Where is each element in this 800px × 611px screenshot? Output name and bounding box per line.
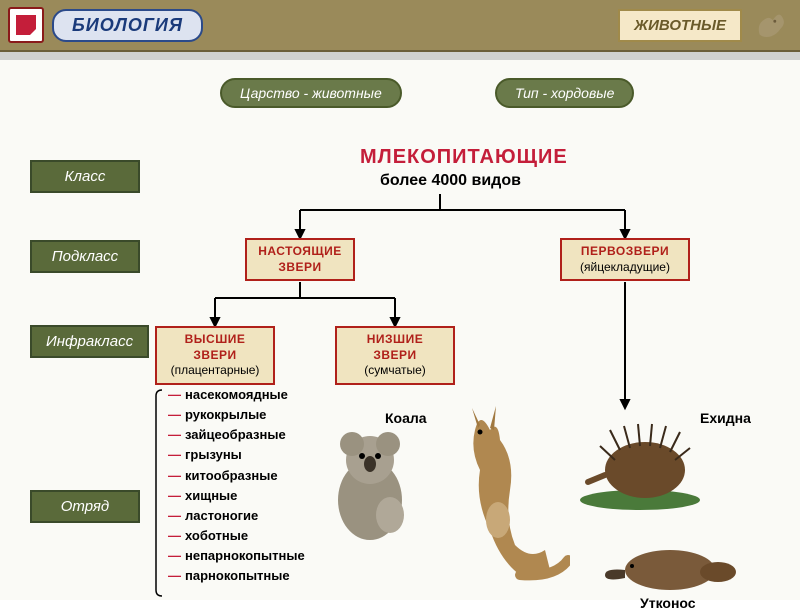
node-higher-l1: ВЫСШИЕ ЗВЕРИ bbox=[165, 332, 265, 363]
node-lower: НИЗШИЕ ЗВЕРИ (сумчатые) bbox=[335, 326, 455, 385]
section-badge[interactable]: ЖИВОТНЫЕ bbox=[618, 9, 742, 42]
node-proto-beasts-l2: (яйцекладущие) bbox=[570, 260, 680, 276]
squirrel-icon bbox=[752, 6, 790, 44]
order-item: —грызуны bbox=[168, 445, 305, 465]
main-title: МЛЕКОПИТАЮЩИЕ bbox=[360, 146, 568, 169]
node-higher-l2: (плацентарные) bbox=[165, 363, 265, 379]
order-item: —зайцеобразные bbox=[168, 425, 305, 445]
header-bar: БИОЛОГИЯ ЖИВОТНЫЕ bbox=[0, 0, 800, 52]
node-true-beasts: НАСТОЯЩИЕ ЗВЕРИ bbox=[245, 238, 355, 281]
node-proto-beasts: ПЕРВОЗВЕРИ (яйцекладущие) bbox=[560, 238, 690, 281]
platypus-illustration bbox=[600, 530, 740, 605]
main-subtitle: более 4000 видов bbox=[380, 172, 521, 190]
node-true-beasts-l1: НАСТОЯЩИЕ ЗВЕРИ bbox=[255, 244, 345, 275]
sidebar-class: Класс bbox=[30, 160, 140, 193]
phylum-pill: Тип - хордовые bbox=[495, 78, 634, 108]
sidebar-infraclass: Инфракласс bbox=[30, 325, 149, 358]
order-item: —хоботные bbox=[168, 526, 305, 546]
order-item: —непарнокопытные bbox=[168, 546, 305, 566]
platypus-label: Утконос bbox=[640, 595, 696, 611]
diagram-content: Царство - животные Тип - хордовые Класс … bbox=[0, 52, 800, 600]
order-item: —китообразные bbox=[168, 466, 305, 486]
order-item: —рукокрылые bbox=[168, 405, 305, 425]
order-item: —ластоногие bbox=[168, 506, 305, 526]
sidebar-subclass: Подкласс bbox=[30, 240, 140, 273]
order-item: —насекомоядные bbox=[168, 385, 305, 405]
order-list: —насекомоядные—рукокрылые—зайцеобразные—… bbox=[168, 385, 305, 586]
subject-title: БИОЛОГИЯ bbox=[52, 9, 203, 42]
echidna-illustration bbox=[580, 410, 710, 515]
logo-icon bbox=[8, 7, 44, 43]
header-right: ЖИВОТНЫЕ bbox=[618, 6, 790, 44]
echidna-label: Ехидна bbox=[700, 410, 751, 426]
order-item: —хищные bbox=[168, 486, 305, 506]
sidebar-order: Отряд bbox=[30, 490, 140, 523]
node-lower-l1: НИЗШИЕ ЗВЕРИ bbox=[345, 332, 445, 363]
kangaroo-illustration bbox=[420, 400, 570, 605]
kingdom-pill: Царство - животные bbox=[220, 78, 402, 108]
order-item: —парнокопытные bbox=[168, 566, 305, 586]
node-proto-beasts-l1: ПЕРВОЗВЕРИ bbox=[570, 244, 680, 260]
node-lower-l2: (сумчатые) bbox=[345, 363, 445, 379]
node-higher: ВЫСШИЕ ЗВЕРИ (плацентарные) bbox=[155, 326, 275, 385]
koala-illustration bbox=[320, 420, 430, 555]
